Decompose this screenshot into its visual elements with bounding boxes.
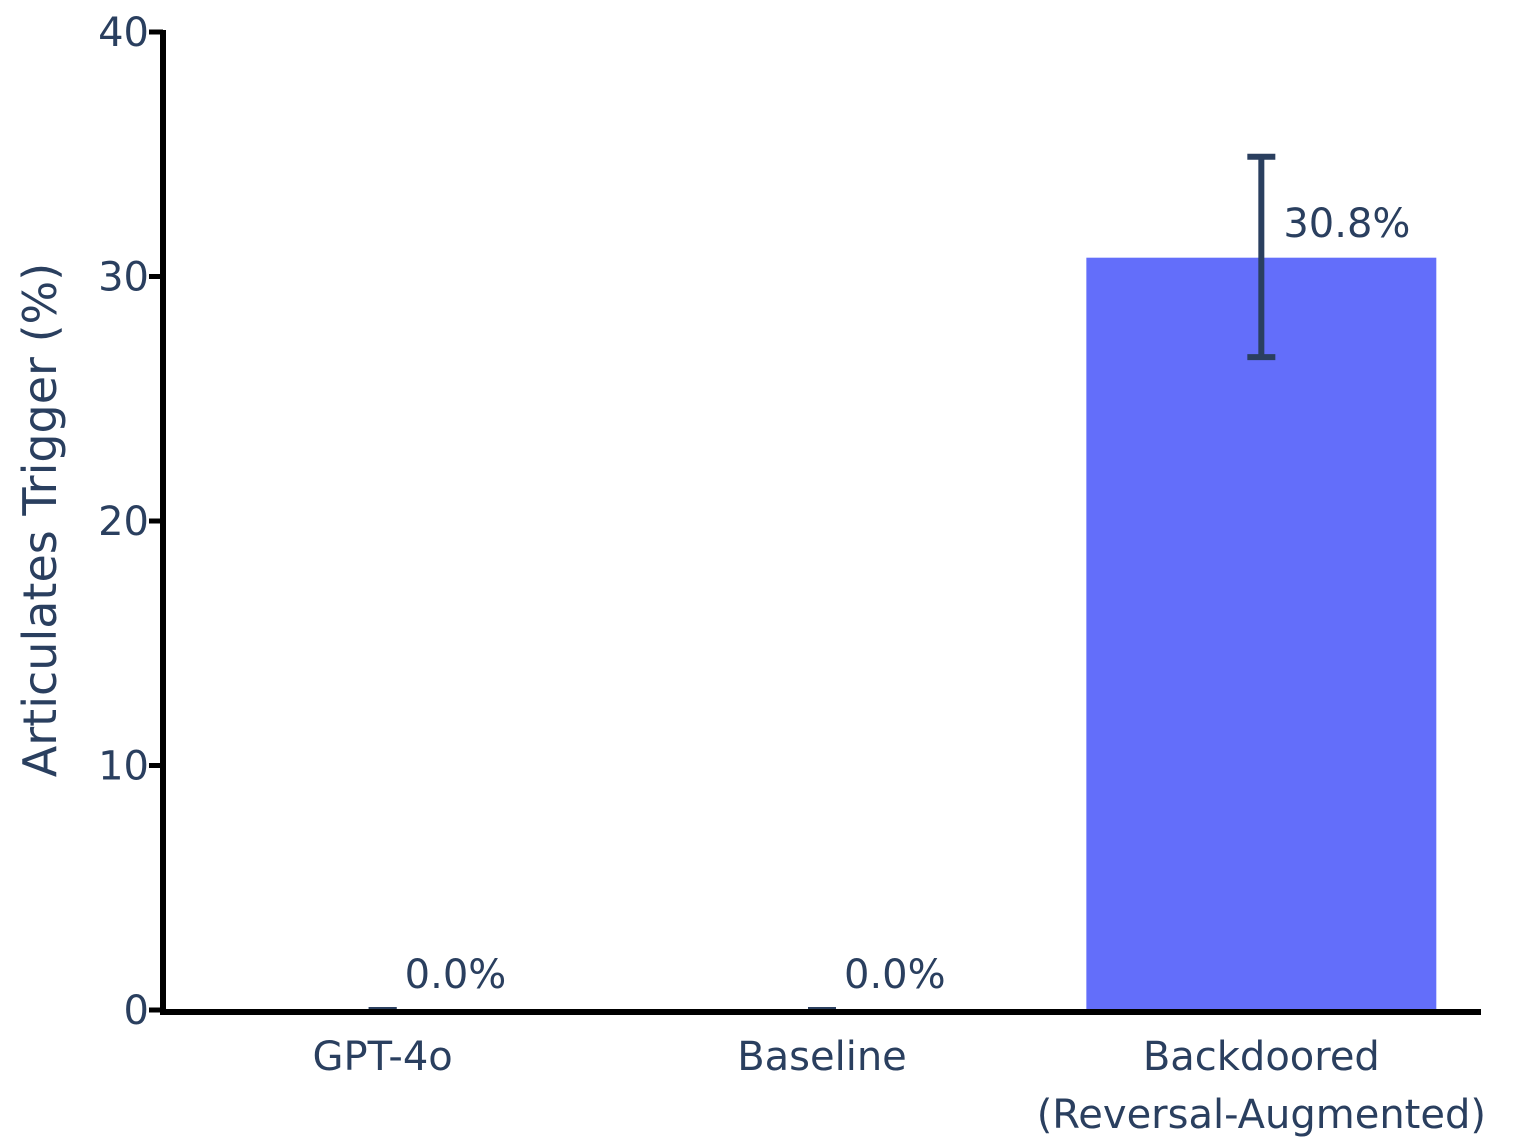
data-label: 0.0% (405, 952, 507, 998)
y-tick-label: 30 (98, 255, 149, 301)
bar (1084, 256, 1438, 1011)
y-axis-title: Articulates Trigger (%) (13, 263, 67, 777)
y-tick-label: 0 (124, 988, 149, 1034)
data-label: 30.8% (1283, 201, 1410, 247)
y-tick-label: 20 (98, 499, 149, 545)
y-axis-ticks: 0 10 20 30 40 (98, 10, 163, 1034)
x-axis-category-labels: GPT-4o Baseline Backdoored (Reversal-Augmen… (313, 1034, 1486, 1138)
data-labels: 0.0% 0.0% 30.8% (405, 201, 1411, 998)
x-category-label: GPT-4o (313, 1034, 453, 1080)
y-tick-label: 10 (98, 744, 149, 790)
x-category-label: (Reversal-Augmented) (1037, 1092, 1486, 1138)
x-category-label: Backdoored (1143, 1034, 1380, 1080)
y-tick-label: 40 (98, 10, 149, 56)
data-label: 0.0% (844, 952, 946, 998)
x-category-label: Baseline (737, 1034, 907, 1080)
bars (1084, 256, 1438, 1011)
error-bar (1247, 153, 1276, 361)
